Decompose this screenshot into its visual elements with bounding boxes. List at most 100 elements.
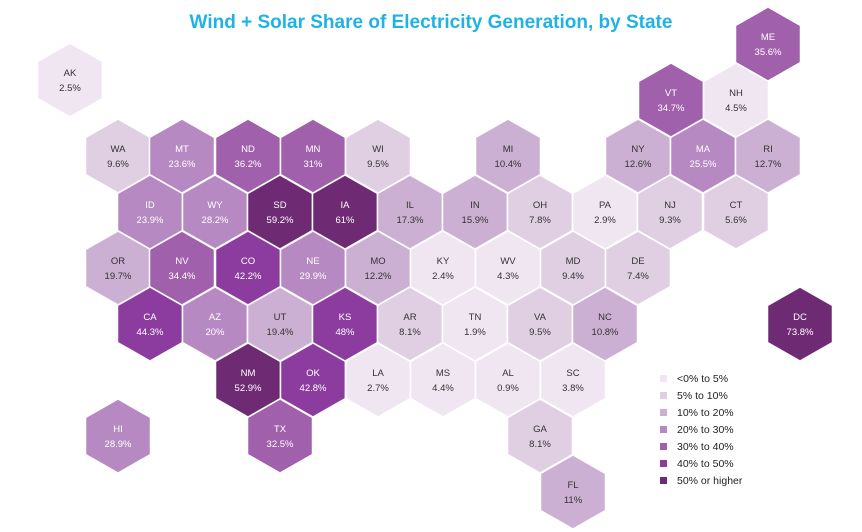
legend-item: <0% to 5% <box>660 370 742 387</box>
state-value: 36.2% <box>235 159 262 170</box>
state-value: 9.5% <box>367 159 389 170</box>
legend: <0% to 5% 5% to 10% 10% to 20% 20% to 30% 30… <box>660 370 742 489</box>
state-value: 9.4% <box>562 271 584 282</box>
state-tile-ak[interactable]: AK 2.5% <box>36 42 104 118</box>
state-value: 61% <box>335 215 355 226</box>
legend-swatch <box>660 460 667 467</box>
state-value: 73.8% <box>787 327 814 338</box>
state-abbr: NE <box>306 256 319 267</box>
state-abbr: NH <box>729 88 743 99</box>
state-value: 28.2% <box>202 215 229 226</box>
state-value: 35.6% <box>755 47 782 58</box>
state-value: 4.3% <box>497 271 519 282</box>
state-value: 11% <box>564 495 583 506</box>
state-abbr: GA <box>533 424 547 435</box>
state-hex <box>539 454 607 530</box>
legend-label: 40% to 50% <box>677 457 734 470</box>
state-value: 15.9% <box>462 215 489 226</box>
state-abbr: IL <box>406 200 414 211</box>
state-abbr: CO <box>241 256 255 267</box>
legend-swatch <box>660 477 667 484</box>
state-value: 8.1% <box>399 327 421 338</box>
state-hex <box>36 42 104 118</box>
state-tile-sc[interactable]: SC 3.8% <box>539 342 607 418</box>
state-abbr: OR <box>111 256 125 267</box>
state-abbr: KY <box>437 256 450 267</box>
state-abbr: MO <box>370 256 385 267</box>
state-value: 32.5% <box>267 439 294 450</box>
state-abbr: UT <box>274 312 287 323</box>
legend-label: 5% to 10% <box>677 389 728 402</box>
state-abbr: OK <box>306 368 320 379</box>
state-abbr: MS <box>436 368 450 379</box>
legend-item: 40% to 50% <box>660 455 742 472</box>
state-abbr: MA <box>696 144 711 155</box>
state-abbr: WI <box>372 144 384 155</box>
state-abbr: MI <box>503 144 514 155</box>
state-hex <box>766 286 834 362</box>
legend-swatch <box>660 443 667 450</box>
state-abbr: KS <box>339 312 352 323</box>
state-value: 2.7% <box>367 383 389 394</box>
state-value: 2.5% <box>59 83 81 94</box>
legend-item: 10% to 20% <box>660 404 742 421</box>
state-abbr: NM <box>241 368 256 379</box>
state-value: 7.8% <box>529 215 551 226</box>
state-value: 17.3% <box>397 215 424 226</box>
state-value: 5.6% <box>725 215 747 226</box>
legend-item: 30% to 40% <box>660 438 742 455</box>
state-value: 8.1% <box>529 439 551 450</box>
state-abbr: CT <box>730 200 743 211</box>
state-value: 23.6% <box>169 159 196 170</box>
state-value: 19.7% <box>105 271 132 282</box>
state-hex <box>84 398 152 474</box>
state-value: 12.7% <box>755 159 782 170</box>
legend-label: 10% to 20% <box>677 406 734 419</box>
state-value: 3.8% <box>562 383 584 394</box>
state-tile-tx[interactable]: TX 32.5% <box>246 398 314 474</box>
legend-label: <0% to 5% <box>677 372 729 385</box>
legend-label: 30% to 40% <box>677 440 734 453</box>
state-abbr: NJ <box>664 200 676 211</box>
state-abbr: NC <box>598 312 612 323</box>
legend-label: 20% to 30% <box>677 423 734 436</box>
state-abbr: VT <box>665 88 677 99</box>
state-value: 0.9% <box>497 383 519 394</box>
state-tile-hi[interactable]: HI 28.9% <box>84 398 152 474</box>
legend-swatch <box>660 392 667 399</box>
state-value: 9.6% <box>107 159 129 170</box>
state-abbr: LA <box>372 368 384 379</box>
state-value: 10.8% <box>592 327 619 338</box>
state-abbr: VA <box>534 312 547 323</box>
state-tile-ms[interactable]: MS 4.4% <box>409 342 477 418</box>
state-tile-fl[interactable]: FL 11% <box>539 454 607 530</box>
state-abbr: TN <box>469 312 482 323</box>
state-value: 34.7% <box>658 103 685 114</box>
map-title: Wind + Solar Share of Electricity Genera… <box>189 12 673 33</box>
state-value: 2.4% <box>432 271 454 282</box>
state-value: 20% <box>205 327 225 338</box>
state-abbr: MT <box>175 144 189 155</box>
legend-label: 50% or higher <box>677 474 743 487</box>
state-abbr: OH <box>533 200 547 211</box>
legend-item: 5% to 10% <box>660 387 742 404</box>
state-value: 12.2% <box>365 271 392 282</box>
state-value: 42.8% <box>300 383 327 394</box>
state-hex <box>246 398 314 474</box>
state-tile-ct[interactable]: CT 5.6% <box>702 174 770 250</box>
state-value: 59.2% <box>267 215 294 226</box>
state-abbr: WV <box>500 256 516 267</box>
state-value: 44.3% <box>137 327 164 338</box>
state-value: 9.5% <box>529 327 551 338</box>
state-abbr: IN <box>470 200 480 211</box>
state-value: 29.9% <box>300 271 327 282</box>
state-tile-dc[interactable]: DC 73.8% <box>766 286 834 362</box>
state-abbr: SC <box>566 368 579 379</box>
state-value: 34.4% <box>169 271 196 282</box>
state-abbr: IA <box>341 200 351 211</box>
state-abbr: DE <box>631 256 644 267</box>
state-abbr: RI <box>763 144 773 155</box>
state-value: 7.4% <box>627 271 649 282</box>
state-abbr: ND <box>241 144 255 155</box>
